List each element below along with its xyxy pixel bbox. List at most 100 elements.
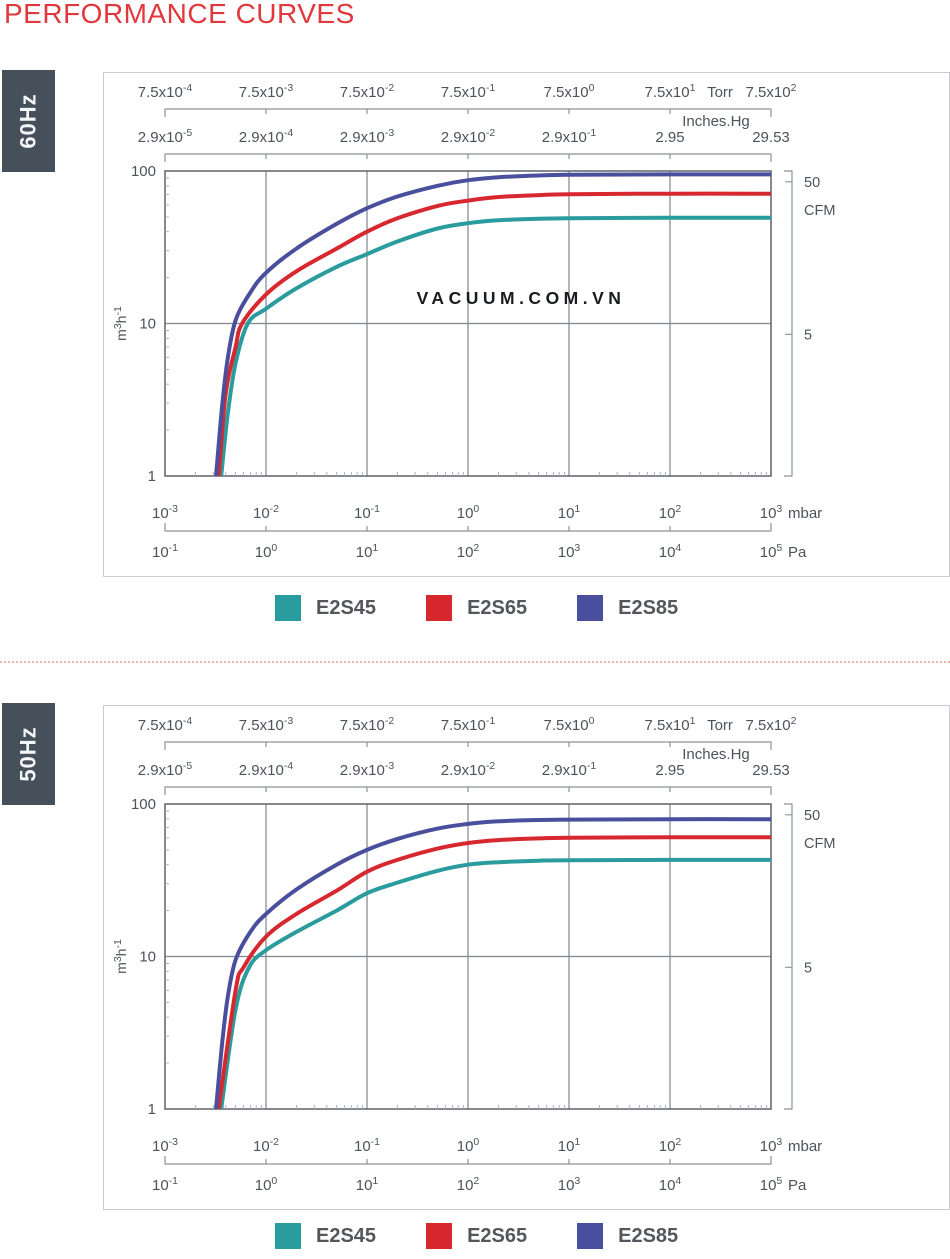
legend-swatch-e2s85 (577, 595, 604, 621)
torr-axis-line (164, 741, 772, 750)
mbar-tick-label: 10-1 (354, 1136, 380, 1155)
legend-label-e2s85: E2S85 (618, 1224, 679, 1247)
torr-tick-label: 7.5x10-4 (138, 715, 193, 734)
torr-tick-label: 7.5x10-2 (340, 715, 395, 734)
curve-E2S85 (214, 817, 771, 1109)
inches_hg-tick-label: 2.9x10-5 (138, 127, 193, 146)
chart-panel-50hz: 7.5x10-4 7.5x10-3 7.5x10-2 7.5x10-1 7.5x100 7… (103, 705, 950, 1210)
pa-tick-label: 102 (457, 1175, 480, 1194)
pa-tick-label: 103 (558, 1175, 581, 1194)
torr-tick-label: 7.5x10-1 (441, 715, 496, 734)
torr-tick-label: 7.5x102 (746, 82, 797, 101)
mbar-tick-label: 10-3 (152, 1136, 178, 1155)
y-tick-label: 1 (148, 1101, 156, 1118)
inches_hg-tick-label: 2.9x10-1 (542, 760, 597, 779)
y-axis-unit-label: m3h-1 (112, 306, 129, 341)
y-axis-unit-label: m3h-1 (112, 939, 129, 974)
y-tick-label: 100 (131, 796, 156, 813)
chart-panel-60hz: 7.5x10-4 7.5x10-3 7.5x10-2 7.5x10-1 7.5x100 7… (103, 72, 950, 577)
mbar-axis-line (164, 1156, 772, 1165)
inches_hg-tick-label: 2.95 (655, 129, 684, 146)
pa-tick-label: 100 (255, 542, 278, 561)
inches-hg-unit-label: Inches.Hg (682, 113, 750, 130)
y-tick-label: 100 (131, 163, 156, 180)
mbar-tick-label: 102 (659, 1136, 682, 1155)
curve-E2S45 (219, 215, 771, 476)
frequency-tab-50hz-label: 50Hz (15, 726, 41, 782)
legend-label-e2s65: E2S65 (467, 1224, 528, 1247)
legend-swatch-e2s65 (426, 1223, 453, 1249)
torr-tick-label: 7.5x101 (645, 82, 696, 101)
cfm-unit-label: CFM (804, 203, 835, 219)
torr-tick-label: 7.5x10-3 (239, 715, 294, 734)
inches_hg-axis-line (164, 153, 772, 162)
legend-item-e2s85: E2S85 (577, 1223, 678, 1249)
torr-tick-label: 7.5x10-4 (138, 82, 193, 101)
mbar-tick-label: 101 (558, 503, 581, 522)
curve-E2S45 (219, 857, 771, 1109)
pa-tick-label: 102 (457, 542, 480, 561)
mbar-tick-label: 10-2 (253, 1136, 279, 1155)
inches_hg-tick-label: 2.9x10-4 (239, 760, 294, 779)
torr-unit-label: Torr (707, 717, 733, 734)
pa-tick-label: 104 (659, 542, 682, 561)
mbar-tick-label: 103 (760, 503, 783, 522)
inches_hg-tick-label: 2.9x10-1 (542, 127, 597, 146)
performance-chart-60hz: 7.5x10-4 7.5x10-3 7.5x10-2 7.5x10-1 7.5x100 7… (112, 82, 835, 561)
mbar-tick-label: 100 (457, 1136, 480, 1155)
minor-ticks (165, 810, 767, 1109)
frequency-tab-50hz: 50Hz (2, 703, 55, 805)
pa-tick-label: 10-1 (152, 542, 178, 561)
frequency-tab-60hz-label: 60Hz (15, 93, 41, 149)
cfm-axis-line (784, 170, 793, 477)
legend-60hz: E2S45 E2S65 E2S85 (103, 592, 948, 624)
grid-lines (165, 171, 771, 476)
minor-ticks (165, 177, 767, 476)
inches_hg-tick-label: 29.53 (752, 762, 790, 779)
cfm-tick-label: 5 (804, 960, 812, 976)
watermark: VACUUM.COM.VN (417, 288, 626, 308)
inches_hg-tick-label: 2.9x10-3 (340, 127, 395, 146)
cfm-axis-line (784, 803, 793, 1110)
performance-chart-50hz: 7.5x10-4 7.5x10-3 7.5x10-2 7.5x10-1 7.5x100 7… (112, 715, 835, 1194)
mbar-axis-line (164, 523, 772, 532)
cfm-tick-label: 50 (804, 175, 820, 191)
pa-tick-label: 101 (356, 542, 379, 561)
torr-tick-label: 7.5x101 (645, 715, 696, 734)
cfm-tick-label: 50 (804, 808, 820, 824)
grid-lines (165, 804, 771, 1109)
mbar-tick-label: 101 (558, 1136, 581, 1155)
pa-tick-label: 100 (255, 1175, 278, 1194)
cfm-unit-label: CFM (804, 836, 835, 852)
legend-item-e2s65: E2S65 (426, 595, 527, 621)
pa-tick-label: 104 (659, 1175, 682, 1194)
torr-tick-label: 7.5x10-2 (340, 82, 395, 101)
curve-E2S85 (214, 172, 771, 476)
y-tick-label: 1 (148, 468, 156, 485)
y-tick-label: 10 (139, 316, 156, 333)
legend-item-e2s65: E2S65 (426, 1223, 527, 1249)
section-divider (0, 661, 950, 663)
mbar-tick-label: 102 (659, 503, 682, 522)
plot-border (164, 170, 772, 477)
plot-border (164, 803, 772, 1110)
frequency-tab-60hz: 60Hz (2, 70, 55, 172)
inches_hg-tick-label: 2.9x10-5 (138, 760, 193, 779)
inches_hg-tick-label: 2.9x10-2 (441, 760, 496, 779)
legend-50hz: E2S45 E2S65 E2S85 (103, 1220, 948, 1252)
inches_hg-tick-label: 29.53 (752, 129, 790, 146)
inches_hg-tick-label: 2.95 (655, 762, 684, 779)
legend-swatch-e2s45 (275, 595, 301, 621)
mbar-tick-label: 10-1 (354, 503, 380, 522)
inches_hg-tick-label: 2.9x10-2 (441, 127, 496, 146)
torr-tick-label: 7.5x100 (544, 715, 595, 734)
pa-unit-label: Pa (788, 544, 807, 561)
legend-label-e2s45: E2S45 (316, 596, 377, 619)
legend-item-e2s45: E2S45 (275, 595, 376, 621)
pa-unit-label: Pa (788, 1177, 807, 1194)
inches_hg-axis-line (164, 786, 772, 795)
torr-tick-label: 7.5x10-1 (441, 82, 496, 101)
legend-item-e2s85: E2S85 (577, 595, 678, 621)
page-title: PERFORMANCE CURVES (4, 0, 355, 29)
legend-swatch-e2s45 (275, 1223, 301, 1249)
